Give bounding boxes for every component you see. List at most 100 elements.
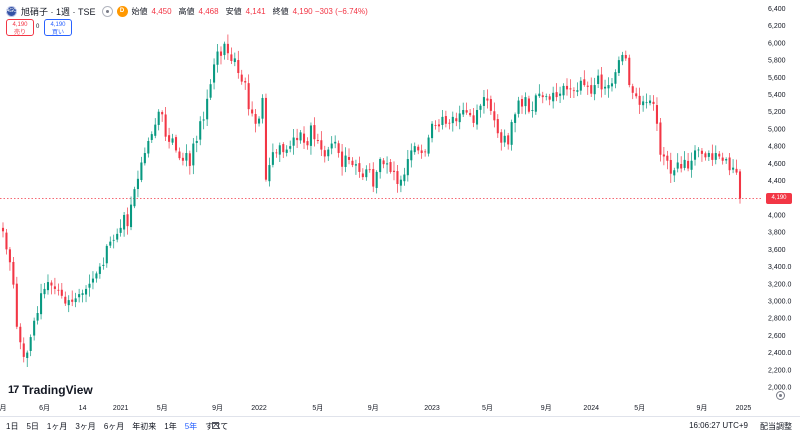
sell-button[interactable]: 4,190 売り: [6, 19, 34, 36]
candle-body: [721, 157, 724, 161]
candle-body: [451, 116, 454, 124]
candle-body: [655, 105, 658, 124]
price-axis: 2,000.0 2,200.0 2,400.0 2,600 2,800.0 3,000.0…: [768, 6, 791, 392]
candle-body: [358, 163, 361, 172]
x-tick-label: 2023: [424, 405, 440, 412]
gear-icon[interactable]: [776, 391, 785, 400]
candle-body: [482, 97, 485, 106]
candle-body: [552, 92, 555, 102]
range-button-6[interactable]: 1年: [164, 422, 177, 431]
candle-body: [683, 159, 686, 168]
candle-body: [431, 123, 434, 139]
candle-body: [514, 114, 517, 123]
candle-body: [496, 119, 499, 134]
candle-body: [247, 83, 250, 110]
candle-body: [219, 51, 223, 56]
candle-body: [330, 143, 333, 149]
candle-body: [91, 278, 95, 283]
candle-body: [354, 164, 357, 166]
candle-body: [309, 125, 312, 146]
range-button-4[interactable]: 6ヶ月: [103, 422, 125, 431]
candle-body: [621, 54, 624, 62]
bottom-toolbar: 1日 5日 1ヶ月 3ヶ月 6ヶ月 年初来 1年 5年 すべて 16:06:27 UTC+9 配…: [0, 416, 800, 435]
candle-body: [5, 232, 8, 250]
y-tick-label: 5,800: [768, 58, 786, 65]
candle-body: [600, 74, 603, 90]
candle-body: [448, 122, 451, 124]
candle-body: [396, 171, 399, 184]
candle-body: [188, 153, 191, 166]
y-tick-label: 5,000: [768, 126, 786, 133]
candle-body: [534, 95, 537, 112]
x-tick-label: 2021: [113, 405, 129, 412]
range-buttons: 1日 5日 1ヶ月 3ヶ月 6ヶ月 年初来 1年 5年 すべて: [6, 421, 228, 432]
candle-body: [143, 153, 146, 164]
tradingview-logo[interactable]: 17 TradingView: [8, 383, 93, 397]
candle-body: [116, 233, 119, 240]
candle-body: [718, 153, 721, 157]
candle-body: [282, 144, 285, 153]
candle-body: [161, 112, 164, 115]
symbol-title[interactable]: 旭硝子 · 1週 · TSE: [21, 6, 96, 17]
dividend-adjust-button[interactable]: 配当調整: [760, 422, 792, 431]
candle-body: [202, 119, 205, 121]
y-tick-label: 4,600: [768, 161, 786, 168]
candle-body: [57, 289, 60, 291]
range-button-3[interactable]: 3ヶ月: [75, 422, 96, 431]
candle-body: [735, 168, 738, 173]
candle-body: [500, 132, 503, 143]
candle-body: [444, 116, 447, 124]
candle-body: [507, 135, 510, 145]
d-badge[interactable]: D: [116, 5, 128, 17]
candle-body: [732, 167, 735, 170]
open-value: 4,450: [151, 6, 172, 16]
candle-body: [119, 227, 122, 233]
candle-body: [302, 133, 306, 143]
y-tick-label: 3,200.0: [768, 281, 791, 288]
candle-body: [628, 57, 631, 86]
candle-body: [524, 97, 527, 107]
range-button-2[interactable]: 1ヶ月: [46, 422, 68, 431]
range-button-8[interactable]: すべて: [205, 422, 229, 431]
candle-body: [316, 140, 319, 141]
low-label: 安値: [225, 6, 242, 16]
candle-body: [631, 86, 634, 93]
candle-body: [268, 165, 271, 182]
candle-body: [441, 116, 444, 126]
candle-body: [206, 98, 209, 120]
candle-body: [410, 150, 413, 161]
buy-price: 4,190: [50, 22, 66, 28]
y-tick-label: 2,200.0: [768, 367, 791, 374]
candle-body: [26, 352, 29, 359]
x-tick-label: 5月: [634, 404, 645, 412]
range-button-0[interactable]: 1日: [6, 422, 19, 431]
candle-body: [296, 137, 299, 141]
candle-body: [648, 100, 652, 104]
calendar-icon[interactable]: [212, 422, 219, 429]
candle-body: [105, 245, 108, 264]
clock-time[interactable]: 16:06:27 UTC+9: [689, 421, 748, 430]
candle-body: [669, 159, 672, 174]
candle-body: [413, 146, 416, 153]
candle-body: [36, 313, 39, 321]
candle-body: [389, 162, 392, 172]
range-button-5[interactable]: 年初来: [132, 422, 157, 431]
candle-body: [22, 343, 25, 357]
buy-button[interactable]: 4,190 買い: [44, 19, 72, 36]
candle-body: [299, 132, 302, 141]
range-button-7[interactable]: 5年: [184, 422, 198, 431]
candle-body: [53, 286, 56, 289]
candle-body: [337, 143, 340, 154]
candle-body: [697, 149, 700, 151]
candle-body: [181, 157, 184, 161]
candle-body: [486, 98, 489, 101]
candle-body: [126, 214, 129, 227]
eye-icon[interactable]: [101, 5, 113, 17]
candle-body: [251, 109, 254, 114]
x-tick-label: 5月: [157, 404, 168, 412]
buy-label: 買い: [51, 30, 64, 36]
candle-body: [154, 124, 157, 136]
range-button-1[interactable]: 5日: [26, 422, 39, 431]
candle-body: [195, 140, 198, 143]
